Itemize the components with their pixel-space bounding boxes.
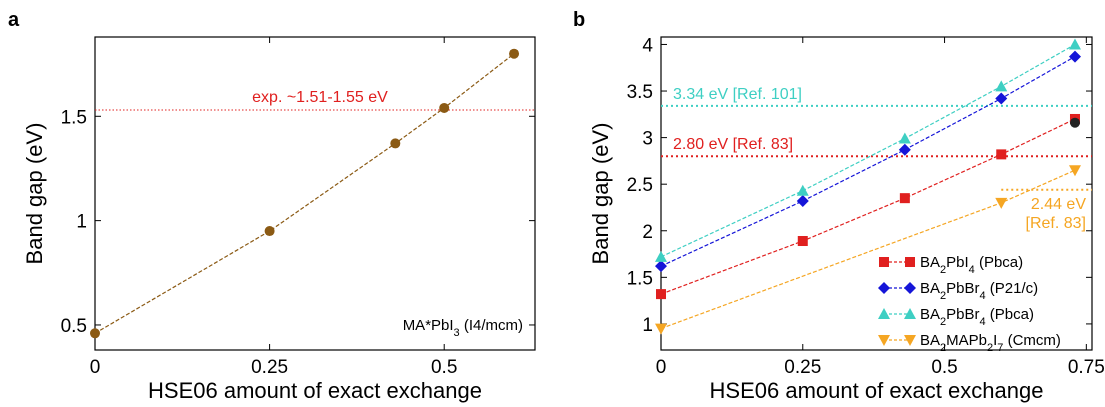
legend-marker-0 <box>879 257 889 267</box>
panel-letter-a: a <box>8 9 20 31</box>
x-axis-label-a: HSE06 amount of exact exchange <box>148 378 482 403</box>
y-tick-label-b: 3 <box>642 129 653 150</box>
data-point-b-0 <box>996 149 1007 160</box>
data-point-b-3 <box>655 323 667 335</box>
data-point-b-1 <box>995 92 1008 105</box>
x-tick-label-b: 0 <box>656 357 667 378</box>
reference-label-b-1: 2.80 eV [Ref. 83] <box>673 136 793 153</box>
data-point-b-0 <box>899 193 910 204</box>
data-point-b-1 <box>796 194 809 207</box>
reference-label-b-0: 3.34 eV [Ref. 101] <box>673 86 802 103</box>
legend-marker-2-b <box>904 308 916 319</box>
legend-marker-2 <box>878 308 890 319</box>
legend-marker-3-b <box>904 335 916 346</box>
y-tick-label-b: 2.5 <box>627 175 653 196</box>
legend-marker-1 <box>878 282 890 294</box>
data-point-b-1 <box>898 143 911 156</box>
x-tick-label-b: 0.75 <box>1068 357 1105 378</box>
data-point-extra-b <box>1069 117 1080 128</box>
reference-label-a: exp. ~1.51-1.55 eV <box>252 89 388 106</box>
x-axis-label-b: HSE06 amount of exact exchange <box>710 378 1044 403</box>
x-tick-label-b: 0.25 <box>784 357 821 378</box>
series-line-b-3 <box>660 169 1076 330</box>
reference-label-b-2: 2.44 eV <box>1031 196 1086 213</box>
chart-panel-a: 0 0.25 0.5 0.5 1 1.5 HSE06 amount of exact exc… <box>22 36 536 403</box>
y-axis-label-a: Band gap (eV) <box>22 123 47 265</box>
legend-entry-2: BA2PbBr4 (Pbca) <box>920 306 1034 328</box>
y-tick-label-b: 2 <box>642 222 653 243</box>
legend-marker-3 <box>878 335 890 346</box>
data-point-a-0 <box>509 48 520 59</box>
x-tick-label-a: 0.5 <box>431 357 457 378</box>
y-tick-label-a: 1.5 <box>61 107 87 128</box>
y-tick-label-b: 3.5 <box>627 82 653 103</box>
y-tick-label-b: 4 <box>642 35 653 56</box>
data-point-b-2 <box>796 184 809 196</box>
data-point-b-2 <box>655 250 667 262</box>
legend-entry-0: BA2PbI4 (Pbca) <box>920 254 1023 276</box>
data-point-a-0 <box>390 138 401 149</box>
reference-label-b-2-b: [Ref. 83] <box>1026 215 1086 232</box>
data-point-b-3 <box>1068 165 1081 177</box>
y-tick-label-a: 0.5 <box>61 316 87 337</box>
plot-frame-b <box>660 36 1093 351</box>
data-point-b-0 <box>797 236 808 247</box>
data-point-b-1 <box>1068 50 1081 63</box>
x-tick-label-a: 0.25 <box>251 357 288 378</box>
y-tick-label-b: 1.5 <box>627 268 653 289</box>
y-tick-label-a: 1 <box>76 212 87 233</box>
legend-marker-0-b <box>905 257 915 267</box>
data-point-b-3 <box>995 197 1008 209</box>
data-point-a-0 <box>439 102 450 113</box>
structure-annotation: MA*PbI3 (I4/mcm) <box>403 317 523 339</box>
chart-panel-b: 0 0.25 0.5 0.75 1 1.5 2 2.5 3 3.5 4 HSE06 amount of… <box>588 35 1105 403</box>
data-point-a-0 <box>90 328 100 339</box>
legend-marker-1-b <box>904 282 916 294</box>
data-point-b-1 <box>655 260 667 273</box>
x-tick-label-b: 0.5 <box>931 357 957 378</box>
y-tick-label-b: 1 <box>642 315 653 336</box>
y-axis-label-b: Band gap (eV) <box>588 123 613 265</box>
x-tick-label-a: 0 <box>90 357 101 378</box>
plot-frame-a <box>94 36 536 351</box>
data-point-a-0 <box>264 226 275 237</box>
data-point-b-2 <box>898 132 911 144</box>
data-point-b-0 <box>656 289 666 300</box>
panel-letter-b: b <box>573 9 585 31</box>
legend-entry-3: BA2MAPb2I7 (Cmcm) <box>920 332 1061 354</box>
data-point-b-2 <box>995 80 1008 92</box>
data-point-b-2 <box>1068 38 1081 50</box>
legend-entry-1: BA2PbBr4 (P21/c) <box>920 280 1038 302</box>
